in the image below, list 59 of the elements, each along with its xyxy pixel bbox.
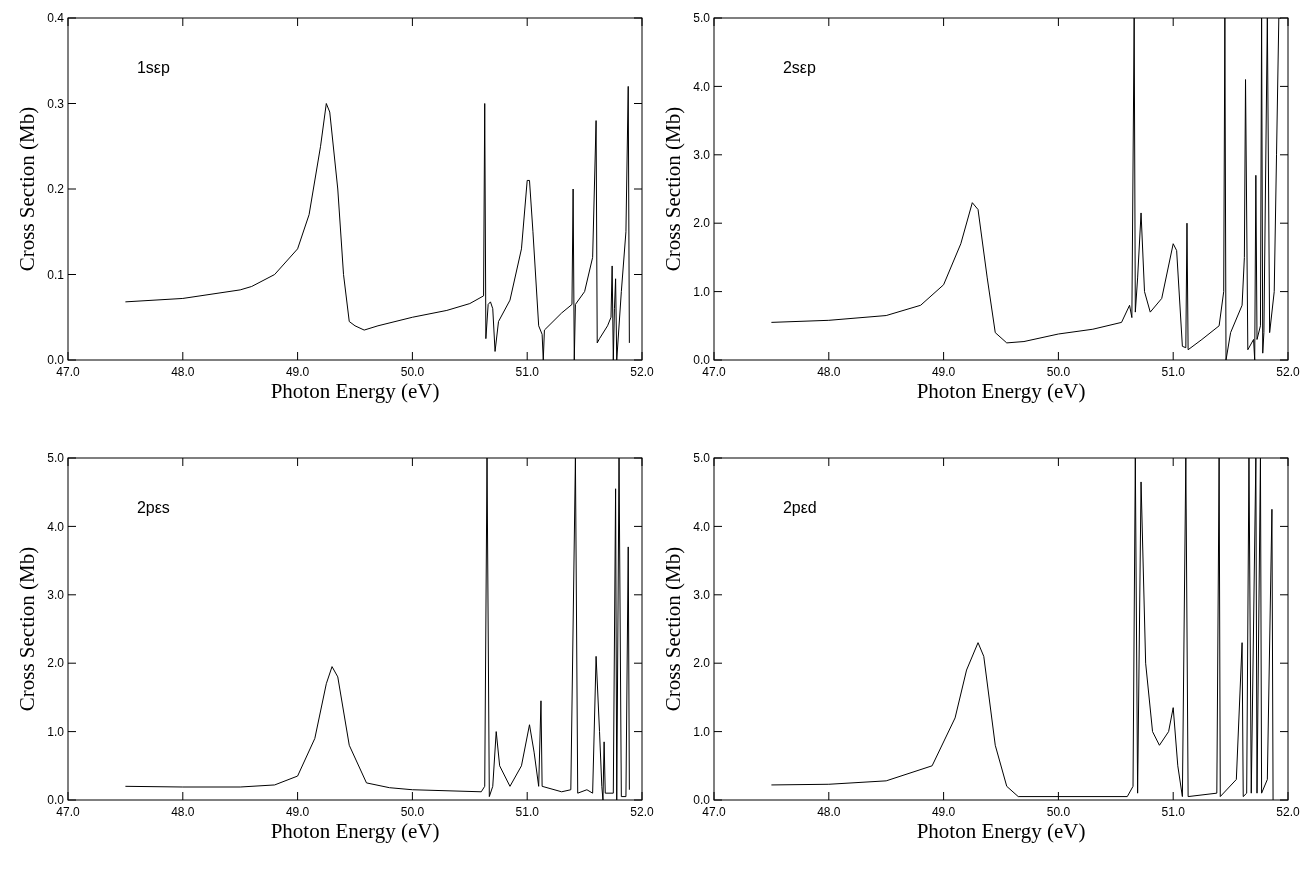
y-axis-title: Cross Section (Mb) [661,106,685,272]
x-tick-label: 52.0 [630,365,654,379]
y-tick-label: 4.0 [693,519,711,534]
y-tick-label: 4.0 [693,79,711,94]
annotation: 1sεp [136,58,170,76]
y-tick-label: 3.0 [693,588,711,602]
y-axis-title: Cross Section (Mb) [661,546,685,712]
y-tick-label: 0.1 [47,267,65,282]
y-tick-label: 1.0 [693,284,711,299]
x-tick-label: 47.0 [702,365,726,379]
x-tick-label: 51.0 [515,365,540,379]
x-tick-label: 52.0 [630,805,654,819]
y-axis-title: Cross Section (Mb) [15,106,39,272]
y-tick-label: 1.0 [47,724,65,739]
y-tick-label: 2.0 [693,656,711,671]
x-axis-title: Photon Energy (eV) [916,379,1086,403]
x-axis-title: Photon Energy (eV) [916,819,1086,843]
x-tick-label: 48.0 [171,365,195,379]
x-tick-label: 50.0 [400,805,425,819]
y-tick-label: 0.0 [47,793,65,808]
y-tick-label: 2.0 [693,216,711,231]
y-tick-label: 0.0 [693,353,711,368]
x-tick-label: 50.0 [400,365,425,379]
x-tick-label: 49.0 [285,805,310,819]
x-tick-label: 48.0 [817,805,841,819]
y-tick-label: 0.3 [47,96,65,111]
y-tick-label: 2.0 [47,656,65,671]
x-tick-label: 47.0 [702,805,726,819]
y-tick-label: 5.0 [693,451,711,466]
annotation: 2pεs [136,498,170,516]
x-tick-label: 49.0 [931,805,956,819]
annotation: 2sεp [782,58,816,76]
x-tick-label: 49.0 [931,365,956,379]
annotation: 2pεd [782,498,817,516]
x-tick-label: 52.0 [1276,805,1300,819]
y-tick-label: 5.0 [693,11,711,26]
x-tick-label: 51.0 [1161,365,1186,379]
y-axis-title: Cross Section (Mb) [15,546,39,712]
y-tick-label: 0.0 [47,353,65,368]
y-tick-label: 5.0 [47,451,65,466]
y-tick-label: 0.4 [47,11,65,26]
y-tick-label: 0.0 [693,793,711,808]
x-axis-title: Photon Energy (eV) [270,819,440,843]
x-tick-label: 48.0 [817,365,841,379]
x-tick-label: 50.0 [1046,365,1071,379]
x-tick-label: 50.0 [1046,805,1071,819]
y-tick-label: 4.0 [47,519,65,534]
x-tick-label: 48.0 [171,805,195,819]
x-tick-label: 51.0 [1161,805,1186,819]
y-tick-label: 3.0 [693,148,711,162]
y-tick-label: 0.2 [47,182,65,197]
x-tick-label: 52.0 [1276,365,1300,379]
x-tick-label: 51.0 [515,805,540,819]
x-axis-title: Photon Energy (eV) [270,379,440,403]
y-tick-label: 1.0 [693,724,711,739]
x-tick-label: 49.0 [285,365,310,379]
x-tick-label: 47.0 [56,805,80,819]
x-tick-label: 47.0 [56,365,80,379]
y-tick-label: 3.0 [47,588,65,602]
